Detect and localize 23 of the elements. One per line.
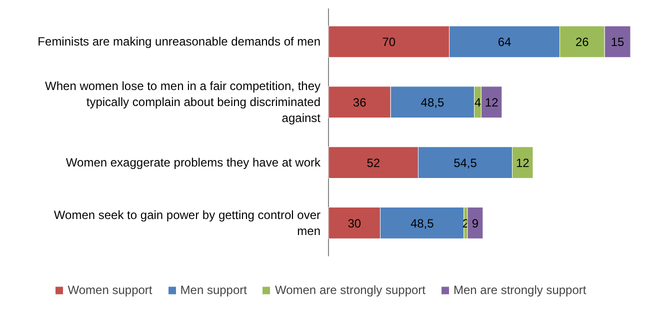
data-label: 48,5 <box>420 96 444 110</box>
data-label: 4 <box>474 96 482 110</box>
y-tick-label: Women exaggerate problems they have at work <box>66 156 322 170</box>
data-label: 9 <box>472 216 479 230</box>
data-label: 36 <box>352 96 367 110</box>
y-tick-label: Women seek to gain power by getting control over men <box>54 208 321 238</box>
data-label: 52 <box>366 156 380 170</box>
data-label: 15 <box>610 35 625 50</box>
data-label: 30 <box>348 216 362 230</box>
legend-label: Men are strongly support <box>453 283 586 297</box>
y-tick-label: Feminists are making unreasonable demands of men <box>38 34 321 49</box>
data-label: 48,5 <box>410 216 434 230</box>
bar <box>467 207 484 239</box>
data-label: 12 <box>484 96 499 110</box>
data-label: 12 <box>516 156 530 170</box>
data-label: 26 <box>576 35 590 50</box>
legend-label: Men support <box>180 283 247 297</box>
y-tick-label: When women lose to men in a fair competition, they typically complain about being discriminated against <box>45 79 322 126</box>
legend-label: Women are strongly support <box>274 283 426 297</box>
legend-label: Women support <box>68 283 152 297</box>
data-label: 64 <box>498 35 512 50</box>
data-label: 54,5 <box>454 156 478 170</box>
data-label: 70 <box>382 35 396 50</box>
